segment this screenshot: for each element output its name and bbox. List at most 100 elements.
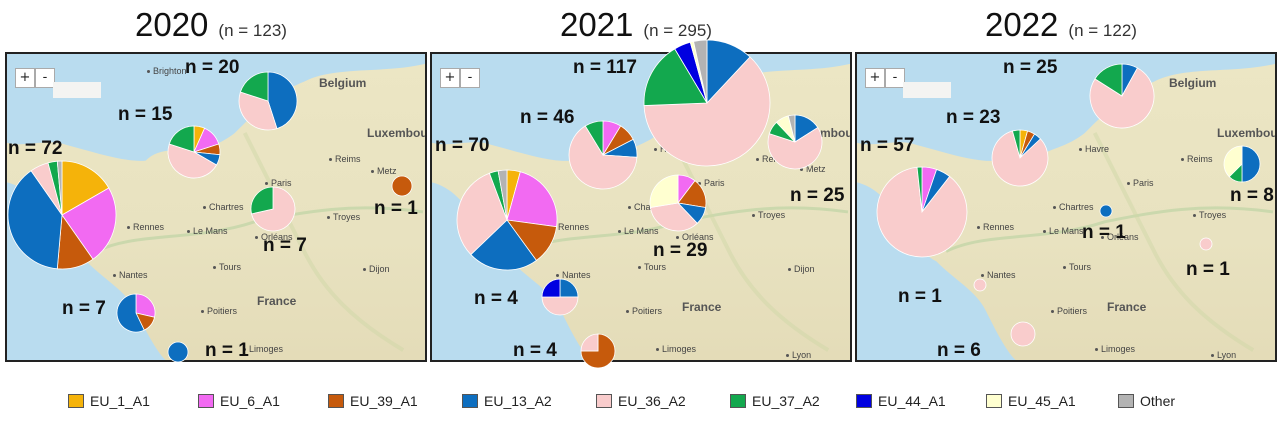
year-label: 2022	[985, 6, 1059, 43]
zoom-in-button[interactable]: +	[865, 68, 885, 88]
zoom-out-button[interactable]: -	[35, 68, 55, 88]
legend-item: EU_13_A2	[462, 393, 552, 409]
zoom-controls: + -	[15, 68, 55, 88]
legend-swatch	[1118, 394, 1134, 408]
country-label: Luxembour	[367, 126, 427, 140]
legend-label: EU_44_A1	[878, 393, 946, 409]
pie-count-label: n = 29	[653, 240, 708, 261]
pie-count-label: n = 4	[513, 340, 557, 361]
year-total: (n = 123)	[218, 21, 287, 40]
city-label: Reims	[1181, 154, 1213, 164]
zoom-controls: + -	[440, 68, 480, 88]
city-label: Troyes	[327, 212, 360, 222]
pie-count-label: n = 1	[898, 286, 942, 307]
country-label: France	[682, 300, 722, 314]
pie-count-label: n = 117	[573, 57, 637, 78]
city-label: Limoges	[243, 344, 283, 354]
pie-count-label: n = 20	[185, 57, 240, 78]
city-label: Limoges	[656, 344, 696, 354]
pie-count-label: n = 1	[205, 340, 249, 361]
city-label: Orléans	[676, 232, 714, 242]
map-panel-2020[interactable]: + - Belgium Luxembour France Brighton Ca…	[5, 52, 427, 362]
pie-count-label: n = 6	[937, 340, 981, 361]
city-label: Nantes	[556, 270, 591, 280]
zoom-in-button[interactable]: +	[440, 68, 460, 88]
legend-label: EU_37_A2	[752, 393, 820, 409]
city-label: Nantes	[981, 270, 1016, 280]
legend-label: EU_36_A2	[618, 393, 686, 409]
legend-swatch	[68, 394, 84, 408]
city-label: Chartres	[1053, 202, 1094, 212]
city-label: Orléans	[1101, 232, 1139, 242]
city-label: Limoges	[1095, 344, 1135, 354]
pie-count-label: n = 7	[62, 298, 106, 319]
city-label: Havre	[654, 144, 684, 154]
legend-swatch	[596, 394, 612, 408]
map-panel-2021[interactable]: + - Luxembour France Havre Rennes Le Man…	[430, 52, 852, 362]
city-label: Rennes	[977, 222, 1014, 232]
country-label: Belgium	[1169, 76, 1217, 90]
legend-item: EU_39_A1	[328, 393, 418, 409]
legend-swatch	[462, 394, 478, 408]
city-label: Troyes	[752, 210, 785, 220]
city-label: Metz	[371, 166, 397, 176]
city-label: Orléans	[255, 232, 293, 242]
country-label: Luxembour	[792, 126, 852, 140]
legend-label: EU_1_A1	[90, 393, 150, 409]
legend-swatch	[730, 394, 746, 408]
year-total: (n = 122)	[1068, 21, 1137, 40]
city-label: Tours	[213, 262, 241, 272]
title-2021: 2021 (n = 295)	[560, 6, 712, 44]
city-label: Paris	[265, 178, 292, 188]
country-label: France	[257, 294, 297, 308]
city-label: Rennes	[552, 222, 589, 232]
zoom-out-button[interactable]: -	[885, 68, 905, 88]
legend-swatch	[986, 394, 1002, 408]
zoom-out-button[interactable]: -	[460, 68, 480, 88]
legend-label: EU_6_A1	[220, 393, 280, 409]
pie-count-label: n = 23	[946, 107, 1001, 128]
city-label: Metz	[800, 164, 826, 174]
pie-count-label: n = 15	[118, 104, 173, 125]
city-label: Reims	[756, 154, 788, 164]
city-label: Le Mans	[618, 226, 659, 236]
city-label: Caen	[175, 158, 203, 168]
city-label: Dijon	[788, 264, 815, 274]
city-label: Paris	[1127, 178, 1154, 188]
legend-item: EU_45_A1	[986, 393, 1076, 409]
legend-item: EU_6_A1	[198, 393, 280, 409]
pie-count-label: n = 1	[374, 198, 418, 219]
legend-label: EU_39_A1	[350, 393, 418, 409]
title-2022: 2022 (n = 122)	[985, 6, 1137, 44]
legend-item: Other	[1118, 393, 1175, 409]
pie-count-label: n = 1	[1082, 222, 1126, 243]
country-label: Belgium	[319, 76, 367, 90]
city-label: Rennes	[127, 222, 164, 232]
map-panel-2022[interactable]: + - Belgium Luxembour France Havre Renne…	[855, 52, 1277, 362]
city-label: Dijon	[363, 264, 390, 274]
city-label: Nantes	[113, 270, 148, 280]
legend-swatch	[328, 394, 344, 408]
city-label: Brighton	[147, 66, 187, 76]
legend-item: EU_1_A1	[68, 393, 150, 409]
country-label: Luxembour	[1217, 126, 1277, 140]
pie-count-label: n = 57	[860, 135, 915, 156]
city-label: Poitiers	[201, 306, 237, 316]
legend-item: EU_44_A1	[856, 393, 946, 409]
scale-box	[53, 82, 101, 98]
legend-swatch	[856, 394, 872, 408]
pie-count-label: n = 46	[520, 107, 575, 128]
city-label: Poitiers	[626, 306, 662, 316]
year-label: 2021	[560, 6, 634, 43]
city-label: Havre	[1079, 144, 1109, 154]
legend-item: EU_36_A2	[596, 393, 686, 409]
city-label: Poitiers	[1051, 306, 1087, 316]
legend-swatch	[198, 394, 214, 408]
pie-count-label: n = 7	[263, 235, 307, 256]
city-label: Lyon	[1211, 350, 1236, 360]
zoom-in-button[interactable]: +	[15, 68, 35, 88]
city-label: Chartres	[628, 202, 669, 212]
legend-label: EU_13_A2	[484, 393, 552, 409]
pie-count-label: n = 4	[474, 288, 518, 309]
zoom-controls: + -	[865, 68, 905, 88]
